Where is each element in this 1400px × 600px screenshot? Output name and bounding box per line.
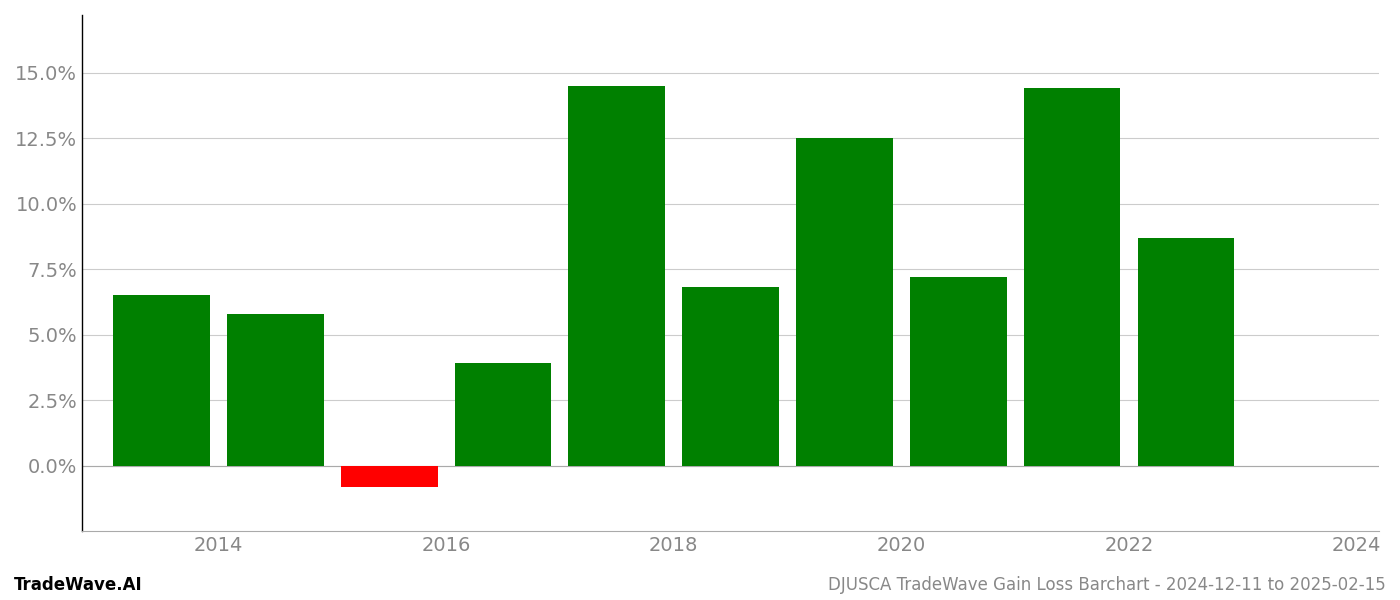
Bar [1023, 88, 1120, 466]
Bar [910, 277, 1007, 466]
Bar [113, 295, 210, 466]
Bar [455, 364, 552, 466]
Text: DJUSCA TradeWave Gain Loss Barchart - 2024-12-11 to 2025-02-15: DJUSCA TradeWave Gain Loss Barchart - 20… [829, 576, 1386, 594]
Bar [568, 86, 665, 466]
Bar [797, 138, 893, 466]
Bar [227, 314, 323, 466]
Bar [682, 287, 778, 466]
Bar [340, 466, 438, 487]
Text: TradeWave.AI: TradeWave.AI [14, 576, 143, 594]
Bar [1138, 238, 1235, 466]
